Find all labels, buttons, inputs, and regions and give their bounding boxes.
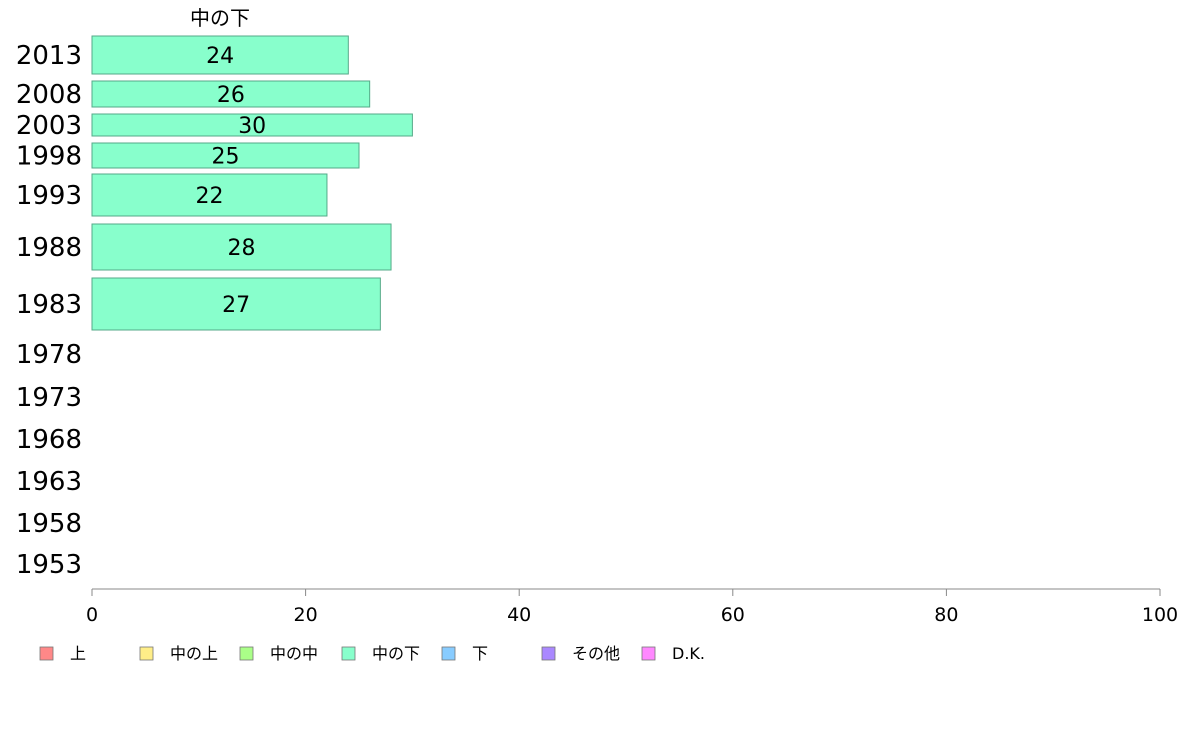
bar	[91, 142, 360, 169]
legend-label: 中の中	[270, 644, 318, 663]
legend-swatch	[39, 646, 54, 661]
year-label: 1958	[16, 509, 82, 539]
legend-swatch	[239, 646, 254, 661]
legend-label: 上	[70, 644, 86, 663]
year-label: 1993	[16, 181, 82, 211]
legend-swatch	[541, 646, 556, 661]
year-label: 1968	[16, 425, 82, 455]
bar	[91, 173, 328, 217]
year-label: 1988	[16, 233, 82, 263]
bars: 24 26 30 25 22 28 27	[91, 35, 413, 331]
year-label: 1953	[16, 550, 82, 580]
bar-value-label: 27	[222, 293, 250, 318]
x-axis: 0 20 40 60 80 100	[86, 588, 1178, 626]
legend-swatch	[341, 646, 356, 661]
legend: 上 中の上 中の中 中の下 下 その他 D.K.	[39, 644, 705, 663]
legend-label: D.K.	[672, 644, 705, 663]
year-label: 1963	[16, 467, 82, 497]
bar	[91, 35, 349, 75]
bar	[91, 113, 413, 137]
legend-swatch	[139, 646, 154, 661]
bar	[91, 223, 392, 271]
bar-value-label: 24	[206, 44, 234, 69]
legend-label: 下	[472, 644, 488, 663]
legend-label: その他	[572, 644, 620, 663]
legend-label: 中の上	[170, 644, 218, 663]
year-label: 1983	[16, 290, 82, 320]
bar	[91, 80, 371, 108]
legend-swatch	[641, 646, 656, 661]
x-tick-label: 20	[294, 604, 318, 626]
series-label: 中の下	[190, 6, 250, 30]
x-tick-label: 80	[934, 604, 958, 626]
x-tick-label: 100	[1142, 604, 1178, 626]
year-label: 2008	[16, 80, 82, 110]
x-tick-label: 40	[507, 604, 531, 626]
legend-swatch	[441, 646, 456, 661]
year-label: 1973	[16, 383, 82, 413]
bar-value-label: 30	[238, 114, 266, 139]
year-label: 1998	[16, 142, 82, 172]
legend-label: 中の下	[372, 644, 420, 663]
bar-value-label: 28	[228, 236, 256, 261]
bar-value-label: 25	[212, 145, 240, 170]
bar-value-label: 22	[195, 184, 223, 209]
bar	[91, 277, 381, 331]
year-label: 2013	[16, 41, 82, 71]
year-label: 2003	[16, 111, 82, 141]
year-label: 1978	[16, 340, 82, 370]
x-tick-label: 60	[721, 604, 745, 626]
bar-value-label: 26	[217, 83, 245, 108]
x-tick-label: 0	[86, 604, 98, 626]
